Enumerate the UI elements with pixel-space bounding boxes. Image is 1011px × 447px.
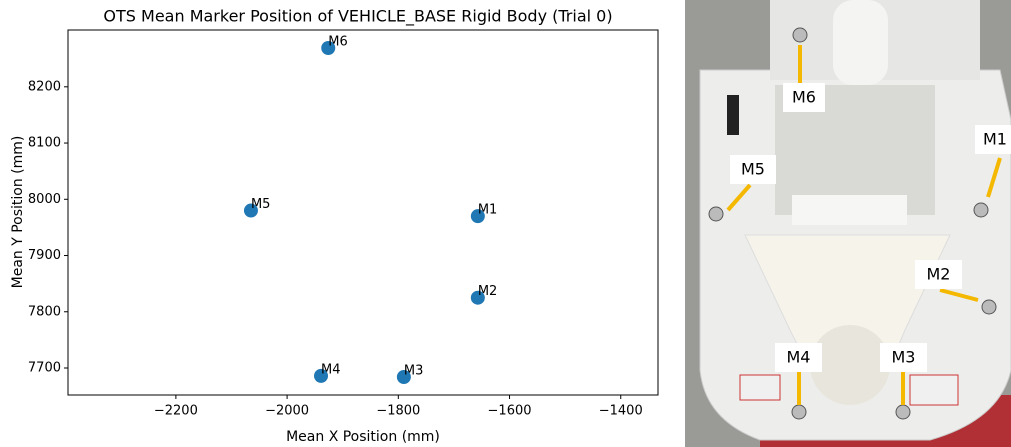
y-tick-label: 8200 <box>28 79 61 94</box>
x-axis-label: Mean X Position (mm) <box>286 429 440 445</box>
marker-label: M3 <box>892 348 916 367</box>
y-tick-label: 8100 <box>28 136 61 151</box>
figure: OTS Mean Marker Position of VEHICLE_BASE… <box>0 0 1011 447</box>
warning-sticker <box>740 375 780 400</box>
marker-ball <box>792 405 806 419</box>
post <box>833 0 888 85</box>
marker-ball <box>793 28 807 42</box>
x-tick-label: −2200 <box>154 404 198 419</box>
marker-ball <box>896 405 910 419</box>
marker-label: M1 <box>983 130 1007 149</box>
point-label: M6 <box>328 34 348 49</box>
x-tick-label: −2000 <box>265 404 309 419</box>
slot <box>727 95 739 135</box>
marker-label: M4 <box>787 348 811 367</box>
chart-title: OTS Mean Marker Position of VEHICLE_BASE… <box>103 7 612 27</box>
x-tick-label: −1800 <box>376 404 420 419</box>
x-tick-label: −1600 <box>488 404 532 419</box>
warning-sticker <box>910 375 958 405</box>
y-tick-label: 7800 <box>28 304 61 319</box>
point-label: M2 <box>478 284 498 299</box>
marker-label: M6 <box>792 88 816 107</box>
y-tick-label: 7700 <box>28 361 61 376</box>
marker-ball <box>974 203 988 217</box>
point-label: M4 <box>321 362 341 377</box>
marker-ball <box>982 300 996 314</box>
y-tick-label: 7900 <box>28 248 61 263</box>
photo: M1 M2 M3 M4 M5 M6 <box>685 0 1011 447</box>
y-axis-label: Mean Y Position (mm) <box>10 136 26 289</box>
y-tick-label: 8000 <box>28 192 61 207</box>
marker-label: M2 <box>927 265 951 284</box>
point-label: M3 <box>404 364 424 379</box>
point-label: M1 <box>478 203 498 218</box>
tray-lip <box>792 195 907 225</box>
x-tick-label: −1400 <box>599 404 643 419</box>
marker-label: M5 <box>741 160 765 179</box>
point-label: M5 <box>251 197 271 212</box>
marker-ball <box>709 207 723 221</box>
plot-frame <box>68 30 658 395</box>
